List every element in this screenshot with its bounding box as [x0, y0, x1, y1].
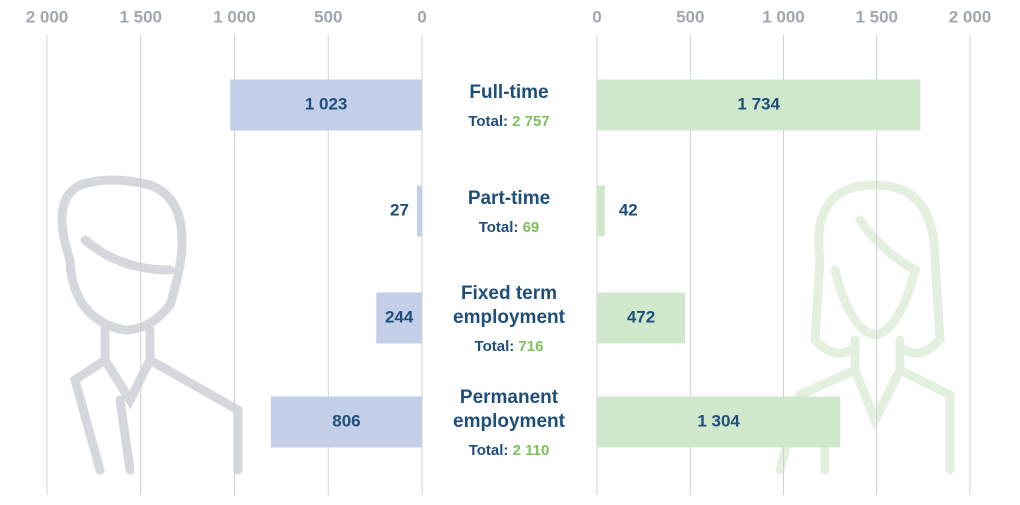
category-label: Full-time	[469, 81, 548, 105]
x-tick-label: 1 500	[855, 7, 898, 26]
total-line: Total: 2 757	[468, 113, 549, 130]
x-tick-label: 1 500	[119, 7, 162, 26]
category-label: Fixed term employment	[424, 282, 594, 330]
x-tick-label: 0	[592, 7, 601, 26]
total-value: 69	[523, 219, 540, 236]
x-tick-label: 2 000	[26, 7, 69, 26]
category-block: Permanent employment Total: 2 110	[424, 372, 594, 472]
total-line: Total: 716	[475, 338, 544, 355]
value-label: 1 023	[305, 94, 348, 113]
category-block: Part-time Total: 69	[424, 161, 594, 261]
x-tick-label: 1 000	[762, 7, 805, 26]
bar	[597, 186, 605, 237]
category-block: Full-time Total: 2 757	[424, 55, 594, 155]
value-label: 472	[627, 307, 655, 326]
total-label: Total:	[469, 442, 509, 459]
total-line: Total: 2 110	[469, 442, 550, 459]
x-tick-label: 0	[417, 7, 426, 26]
category-label: Part-time	[468, 187, 550, 211]
category-block: Fixed term employment Total: 716	[424, 268, 594, 368]
total-label: Total:	[479, 219, 519, 236]
male-icon	[62, 180, 238, 470]
x-tick-label: 500	[676, 7, 704, 26]
total-value: 716	[518, 338, 543, 355]
total-value: 2 757	[512, 113, 550, 130]
chart: 0 0 500 500 1 000 1 000 1 500 1 500 2 000 2 000 1 …	[0, 0, 1020, 505]
value-label: 1 304	[697, 411, 740, 430]
total-value: 2 110	[513, 442, 550, 459]
value-label: 244	[385, 307, 414, 326]
value-label: 1 734	[737, 94, 780, 113]
value-label: 42	[619, 200, 638, 219]
total-label: Total:	[468, 113, 508, 130]
total-line: Total: 69	[479, 219, 540, 236]
total-label: Total:	[475, 338, 515, 355]
x-tick-label: 500	[314, 7, 342, 26]
value-label: 806	[332, 411, 360, 430]
value-label: 27	[390, 200, 409, 219]
category-label: Permanent employment	[424, 386, 594, 434]
bar	[417, 186, 422, 237]
x-tick-label: 1 000	[213, 7, 256, 26]
x-tick-label: 2 000	[949, 7, 992, 26]
